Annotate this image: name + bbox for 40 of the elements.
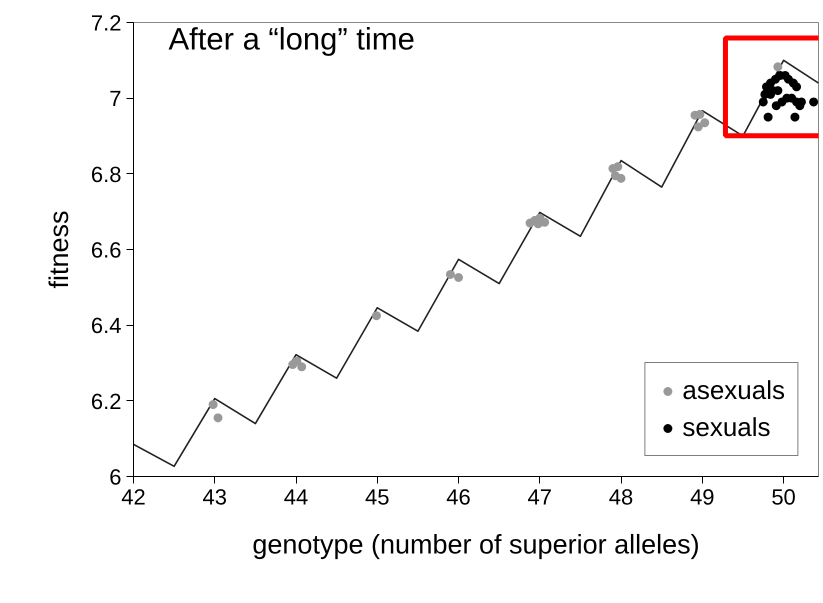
x-axis-title: genotype (number of superior alleles) (252, 530, 700, 560)
legend-label: sexuals (682, 412, 771, 443)
y-tick-label: 7.2 (90, 10, 122, 36)
y-tick-label: 6.2 (90, 388, 122, 414)
annotation: After a “long” time (168, 22, 415, 56)
point (773, 62, 782, 72)
point (758, 97, 768, 106)
point (809, 97, 818, 106)
line-series (134, 60, 818, 468)
x-tick-label: 46 (446, 484, 471, 510)
point (764, 112, 773, 122)
point (214, 413, 223, 422)
point (208, 400, 218, 410)
point (297, 362, 306, 372)
point (792, 82, 802, 92)
point (610, 171, 620, 180)
point (613, 162, 622, 172)
y-tick-label: 6.8 (90, 162, 122, 187)
x-tick-label: 44 (284, 484, 308, 510)
x-tick-label: 49 (690, 484, 715, 510)
x-tick-label: 48 (608, 484, 634, 510)
point (790, 112, 800, 122)
y-axis-title: fitness (44, 210, 74, 289)
point (700, 118, 710, 128)
x-tick-label: 42 (121, 484, 146, 510)
x-tick-label: 45 (365, 484, 390, 510)
x-tick-label: 43 (202, 484, 228, 510)
point (292, 356, 302, 366)
legend-label: asexuals (682, 375, 785, 406)
y-tick-label: 6.6 (90, 238, 122, 262)
y-tick-label: 6.4 (90, 313, 122, 338)
point (772, 101, 781, 110)
point (454, 273, 464, 282)
point (694, 122, 703, 132)
x-tick-label: 50 (771, 484, 796, 510)
y-tick-label: 6 (109, 464, 122, 490)
point (446, 270, 455, 279)
point (372, 311, 381, 320)
y-tick-label: 7 (109, 86, 122, 112)
x-tick-label: 47 (528, 484, 552, 510)
